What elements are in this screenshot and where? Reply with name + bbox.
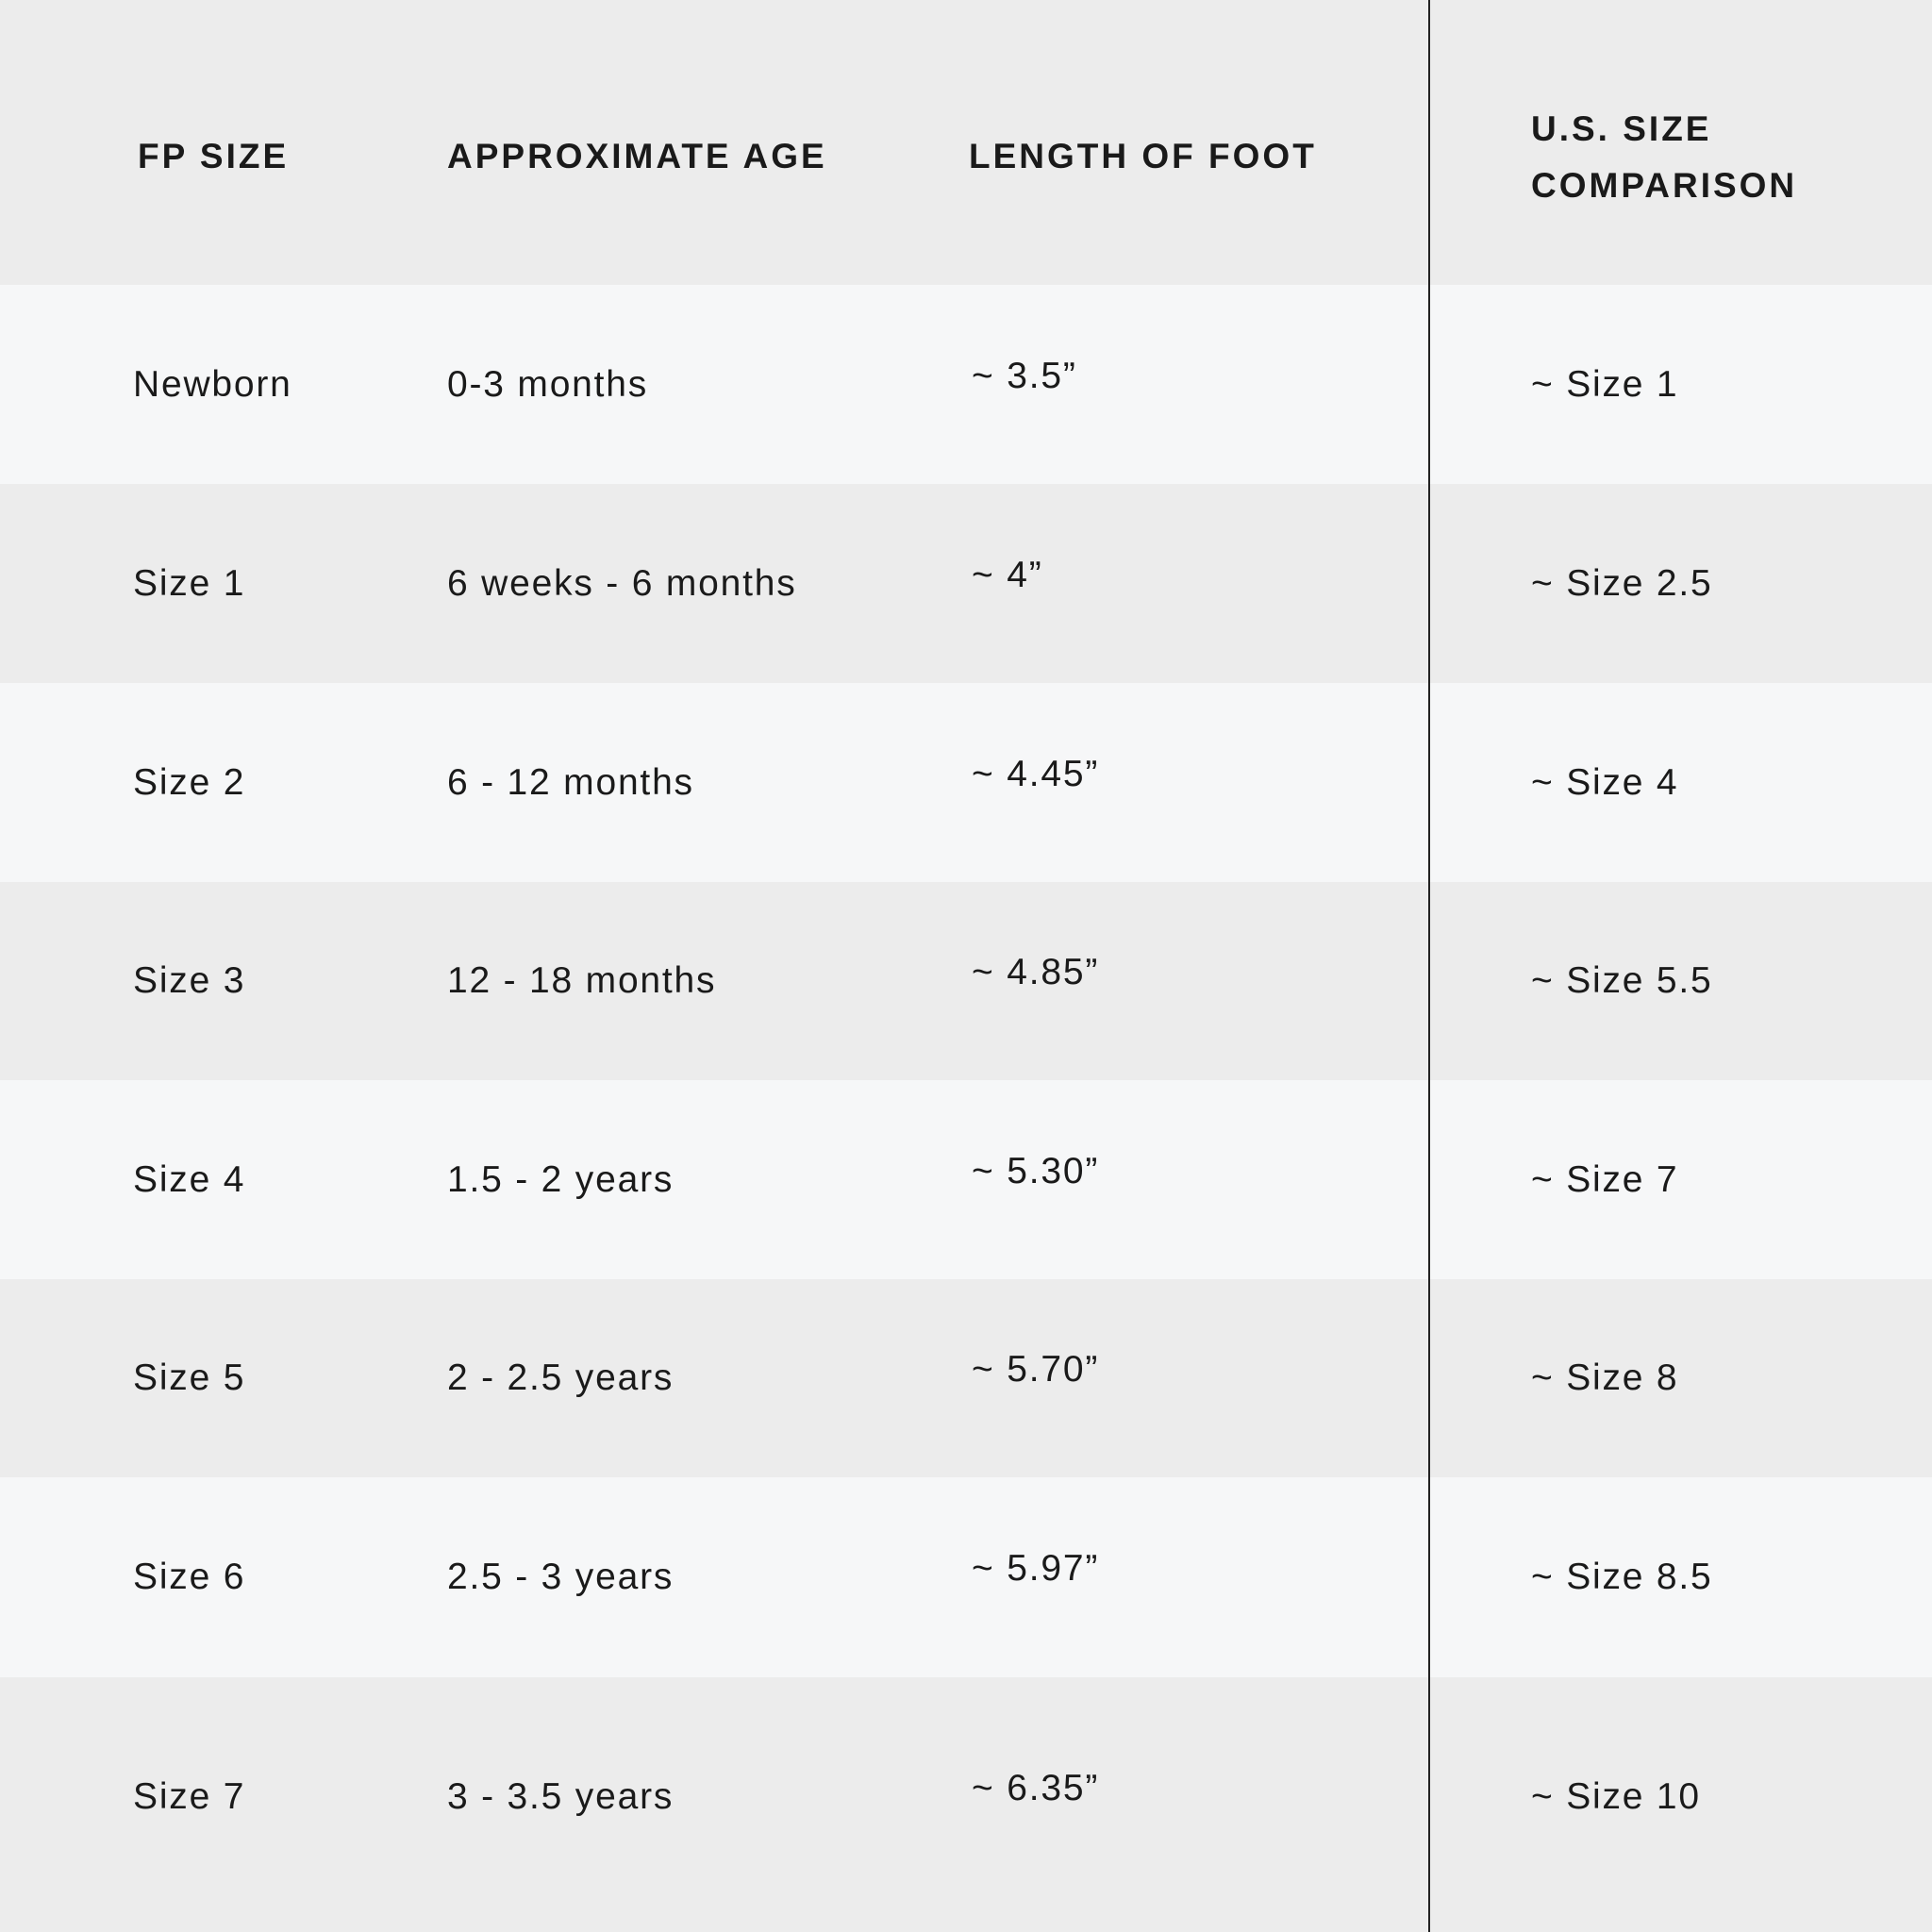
us-size-cell: ~ Size 10 xyxy=(1531,1775,1701,1817)
age-cell: 6 weeks - 6 months xyxy=(447,562,797,604)
age-cell: 3 - 3.5 years xyxy=(447,1775,675,1817)
fp-size-cell: Size 2 xyxy=(133,761,246,803)
foot-length-cell: ~ 6.35” xyxy=(972,1767,1100,1808)
table-row: Size 5 2 - 2.5 years ~ 5.70” ~ Size 8 xyxy=(0,1279,1932,1477)
age-cell: 12 - 18 months xyxy=(447,960,717,1001)
us-size-cell: ~ Size 2.5 xyxy=(1531,562,1713,604)
us-size-cell: ~ Size 8 xyxy=(1531,1357,1679,1398)
us-size-cell: ~ Size 8.5 xyxy=(1531,1557,1713,1597)
fp-size-cell: Size 6 xyxy=(133,1557,246,1597)
table-row: Size 6 2.5 - 3 years ~ 5.97” ~ Size 8.5 xyxy=(0,1477,1932,1677)
age-cell: 6 - 12 months xyxy=(447,761,694,803)
foot-length-cell: ~ 4” xyxy=(972,554,1043,595)
us-size-cell: ~ Size 1 xyxy=(1531,363,1679,405)
fp-size-cell: Size 7 xyxy=(133,1775,246,1817)
column-divider xyxy=(1428,0,1430,1932)
foot-length-cell: ~ 5.70” xyxy=(972,1349,1100,1390)
header-us-size: U.S. SIZE xyxy=(1531,109,1712,148)
age-cell: 2.5 - 3 years xyxy=(447,1557,675,1597)
age-cell: 1.5 - 2 years xyxy=(447,1158,675,1200)
fp-size-cell: Size 4 xyxy=(133,1158,246,1200)
fp-size-cell: Size 1 xyxy=(133,562,246,604)
fp-size-cell: Size 5 xyxy=(133,1357,246,1398)
table-header: FP SIZE APPROXIMATE AGE LENGTH OF FOOT U… xyxy=(0,0,1932,285)
table-row: Size 2 6 - 12 months ~ 4.45” ~ Size 4 xyxy=(0,683,1932,882)
foot-length-cell: ~ 4.45” xyxy=(972,753,1100,794)
foot-length-cell: ~ 5.30” xyxy=(972,1150,1100,1191)
table-row: Size 7 3 - 3.5 years ~ 6.35” ~ Size 10 xyxy=(0,1677,1932,1932)
fp-size-cell: Size 3 xyxy=(133,960,246,1001)
us-size-cell: ~ Size 5.5 xyxy=(1531,960,1713,1001)
foot-length-cell: ~ 3.5” xyxy=(972,355,1077,396)
age-cell: 2 - 2.5 years xyxy=(447,1357,675,1398)
header-fp-size: FP SIZE xyxy=(138,137,290,175)
age-cell: 0-3 months xyxy=(447,363,649,405)
header-comparison: COMPARISON xyxy=(1531,166,1798,205)
fp-size-cell: Newborn xyxy=(133,363,292,405)
us-size-cell: ~ Size 4 xyxy=(1531,761,1679,803)
table-row: Size 3 12 - 18 months ~ 4.85” ~ Size 5.5 xyxy=(0,882,1932,1080)
table-row: Size 1 6 weeks - 6 months ~ 4” ~ Size 2.5 xyxy=(0,484,1932,683)
table-row: Newborn 0-3 months ~ 3.5” ~ Size 1 xyxy=(0,285,1932,484)
us-size-cell: ~ Size 7 xyxy=(1531,1158,1679,1200)
foot-length-cell: ~ 4.85” xyxy=(972,952,1100,992)
header-length-of-foot: LENGTH OF FOOT xyxy=(969,137,1317,175)
foot-length-cell: ~ 5.97” xyxy=(972,1548,1100,1589)
table-row: Size 4 1.5 - 2 years ~ 5.30” ~ Size 7 xyxy=(0,1080,1932,1279)
header-approximate-age: APPROXIMATE AGE xyxy=(447,137,827,175)
